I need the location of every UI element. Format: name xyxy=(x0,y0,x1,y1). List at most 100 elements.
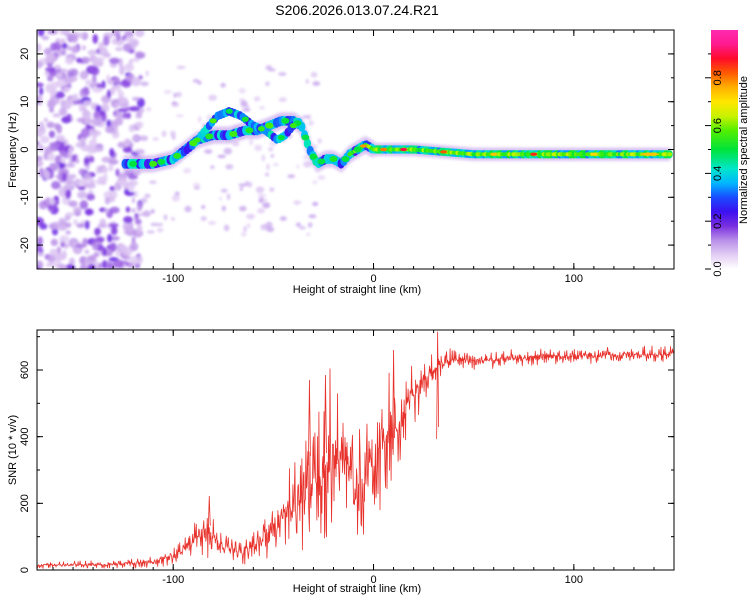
noise-blob xyxy=(263,198,268,202)
noise-blob xyxy=(257,193,267,198)
noise-blob xyxy=(38,121,45,132)
noise-blob xyxy=(78,168,86,176)
noise-blob xyxy=(37,251,44,257)
colorbar-tick-label: 0.0 xyxy=(712,261,724,276)
ridge-highlight xyxy=(301,134,310,141)
noise-blob xyxy=(272,162,279,167)
hot-spot xyxy=(360,144,368,148)
branch-highlight xyxy=(209,118,217,124)
noise-blob xyxy=(220,83,226,88)
noise-blob xyxy=(59,107,68,116)
noise-blob xyxy=(129,242,139,252)
noise-blob xyxy=(61,49,67,56)
noise-blob xyxy=(124,36,135,43)
noise-blob xyxy=(113,77,121,83)
colorbar: 0.0 0.2 0.4 0.6 0.8 Normalized spectral ampl… xyxy=(705,30,750,277)
noise-blob xyxy=(140,197,148,204)
noise-blob xyxy=(135,51,146,59)
noise-blob xyxy=(37,144,45,153)
noise-blob xyxy=(85,162,90,172)
noise-blob xyxy=(45,66,56,73)
noise-blob xyxy=(92,118,103,127)
noise-blob xyxy=(62,99,72,110)
snr-panel: -100 0 100 0 200 400 600 Height of straight li… xyxy=(7,329,675,595)
noise-blob xyxy=(259,105,265,110)
noise-blob xyxy=(149,180,157,184)
noise-blob xyxy=(136,223,143,234)
noise-blob xyxy=(150,209,155,214)
noise-blob xyxy=(265,221,273,229)
noise-blob xyxy=(279,216,287,221)
noise-blob xyxy=(220,188,228,193)
noise-blob xyxy=(104,197,110,205)
noise-blob xyxy=(49,95,60,106)
noise-blob xyxy=(305,79,310,84)
noise-blob xyxy=(52,113,61,118)
noise-blob xyxy=(152,137,159,141)
noise-blob xyxy=(154,222,164,227)
noise-blob xyxy=(203,149,213,154)
noise-blob xyxy=(239,187,244,191)
noise-blob xyxy=(47,152,55,162)
noise-blob xyxy=(79,92,85,97)
noise-blob xyxy=(241,108,251,112)
noise-blob xyxy=(310,71,318,78)
noise-blob xyxy=(73,206,82,214)
spectrogram-y-tick-label: 0 xyxy=(19,146,31,152)
noise-blob xyxy=(305,232,311,237)
noise-blob xyxy=(55,134,65,141)
spectrogram-y-tick-label: 20 xyxy=(19,48,31,60)
noise-blob xyxy=(49,107,54,113)
noise-blob xyxy=(77,185,86,191)
noise-blob xyxy=(37,82,44,88)
noise-blob xyxy=(107,79,115,85)
ridge-highlight xyxy=(205,133,214,140)
noise-blob xyxy=(298,225,306,230)
ridge-highlight xyxy=(281,117,290,124)
noise-blob xyxy=(43,117,48,123)
noise-blob xyxy=(37,60,43,69)
noise-blob xyxy=(184,205,192,213)
noise-blob xyxy=(76,223,85,228)
noise-blob xyxy=(65,230,71,235)
ridge-core xyxy=(303,138,312,149)
noise-blob xyxy=(123,138,131,147)
noise-blob xyxy=(43,169,50,180)
noise-blob xyxy=(90,66,100,76)
noise-blob xyxy=(226,193,231,201)
noise-blob xyxy=(109,148,115,157)
noise-blob xyxy=(156,227,164,233)
noise-blob xyxy=(97,223,108,229)
spectrogram-heatmap xyxy=(37,30,673,269)
noise-blob xyxy=(217,154,226,159)
noise-blob xyxy=(124,76,133,81)
noise-blob xyxy=(176,65,186,70)
noise-blob xyxy=(123,216,133,224)
noise-blob xyxy=(132,76,137,83)
noise-blob xyxy=(37,140,40,146)
noise-blob xyxy=(103,35,110,46)
noise-blob xyxy=(37,159,44,168)
chart-title: S206.2026.013.07.24.R21 xyxy=(275,2,439,18)
noise-blob xyxy=(218,196,223,201)
noise-blob xyxy=(145,70,149,77)
noise-blob xyxy=(200,216,207,221)
noise-blob xyxy=(63,30,71,34)
snr-x-tick-label: 0 xyxy=(370,574,376,586)
spectrogram-y-tick-label: 10 xyxy=(19,96,31,108)
noise-blob xyxy=(174,191,180,196)
noise-blob xyxy=(223,224,230,232)
noise-blob xyxy=(131,208,136,213)
noise-blob xyxy=(95,59,104,68)
noise-blob xyxy=(262,202,271,209)
noise-blob xyxy=(69,145,75,153)
noise-blob xyxy=(48,130,56,139)
snr-y-tick-label: 400 xyxy=(19,427,31,445)
spectrogram-x-tick-label: -100 xyxy=(162,273,184,285)
ridge-highlight xyxy=(173,152,182,159)
noise-blob xyxy=(93,251,100,258)
noise-blob xyxy=(117,108,129,113)
noise-blob xyxy=(221,205,226,212)
noise-blob xyxy=(45,53,57,64)
